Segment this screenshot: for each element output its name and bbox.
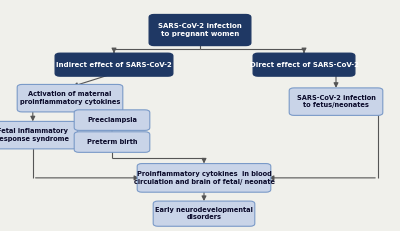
Text: Fetal inflammatory
response syndrome: Fetal inflammatory response syndrome <box>0 128 69 142</box>
FancyBboxPatch shape <box>0 122 78 149</box>
Text: SARS-CoV-2 infection
to pregnant women: SARS-CoV-2 infection to pregnant women <box>158 23 242 37</box>
FancyBboxPatch shape <box>74 132 150 152</box>
Text: Indirect effect of SARS-CoV-2: Indirect effect of SARS-CoV-2 <box>56 62 172 68</box>
FancyBboxPatch shape <box>253 53 355 76</box>
FancyBboxPatch shape <box>74 110 150 130</box>
FancyBboxPatch shape <box>55 53 173 76</box>
FancyBboxPatch shape <box>149 15 251 46</box>
FancyBboxPatch shape <box>153 201 255 226</box>
FancyBboxPatch shape <box>289 88 383 115</box>
FancyBboxPatch shape <box>137 164 271 192</box>
Text: Early neurodevelopmental
disorders: Early neurodevelopmental disorders <box>155 207 253 220</box>
FancyBboxPatch shape <box>17 85 123 112</box>
Text: SARS-CoV-2 infection
to fetus/neonates: SARS-CoV-2 infection to fetus/neonates <box>296 95 376 108</box>
Text: Proinflammatory cytokines  in blood
circulation and brain of fetal/ neonate: Proinflammatory cytokines in blood circu… <box>134 171 274 185</box>
Text: Activation of maternal
proinflammatory cytokines: Activation of maternal proinflammatory c… <box>20 91 120 105</box>
Text: Preterm birth: Preterm birth <box>87 139 137 145</box>
Text: Direct effect of SARS-CoV-2: Direct effect of SARS-CoV-2 <box>250 62 358 68</box>
Text: Preeclampsia: Preeclampsia <box>87 117 137 123</box>
